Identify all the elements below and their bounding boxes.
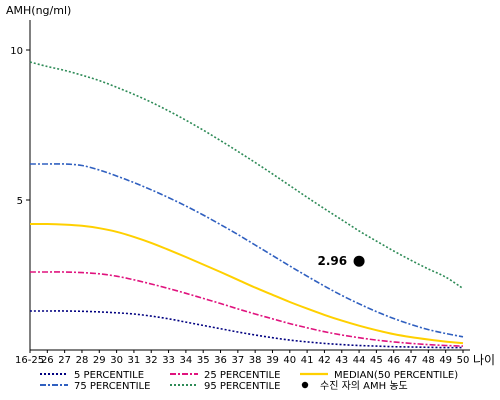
- x-tick-label: 26: [41, 355, 54, 366]
- series-line-0: [30, 310, 464, 349]
- legend-swatch-patient: [301, 381, 309, 389]
- series-line-2: [29, 222, 464, 345]
- x-tick-label: 39: [266, 355, 279, 366]
- x-axis-unit: 나이: [473, 353, 495, 367]
- y-tick-label: 10: [10, 46, 23, 57]
- x-tick-label: 37: [231, 355, 244, 366]
- series-line-3: [30, 163, 464, 338]
- legend-label-p5: 5 PERCENTILE: [74, 370, 144, 381]
- x-tick-label: 32: [145, 355, 158, 366]
- patient-amh-point: [353, 255, 365, 267]
- legend-label-patient: 수진 자의 AMH 농도: [320, 380, 408, 392]
- y-axis-label: AMH(ng/ml): [6, 4, 71, 17]
- patient-point-layer: 2.96: [317, 254, 365, 268]
- x-tick-label: 40: [283, 355, 296, 366]
- x-tick-label: 49: [439, 355, 452, 366]
- x-tick-label: 47: [405, 355, 418, 366]
- series-line-4: [29, 61, 464, 290]
- y-ticks: 5 10: [10, 46, 30, 207]
- x-tick-label: 43: [335, 355, 348, 366]
- patient-amh-value: 2.96: [317, 254, 347, 268]
- x-tick-label: 45: [370, 355, 383, 366]
- x-tick-label: 46: [387, 355, 400, 366]
- x-tick-label: 16-25: [15, 355, 44, 366]
- legend-label-p95: 95 PERCENTILE: [204, 381, 280, 392]
- series-lines: [29, 61, 464, 349]
- legend-label-median: MEDIAN(50 PERCENTILE): [334, 370, 458, 381]
- legend-label-p75: 75 PERCENTILE: [74, 381, 150, 392]
- x-tick-label: 50: [457, 355, 470, 366]
- x-tick-label: 36: [214, 355, 227, 366]
- x-tick-label: 30: [110, 355, 123, 366]
- series-line-1: [30, 271, 464, 347]
- legend: 5 PERCENTILE 25 PERCENTILE MEDIAN(50 PERCE…: [40, 370, 458, 392]
- x-tick-label: 29: [93, 355, 106, 366]
- x-tick-label: 27: [58, 355, 71, 366]
- y-tick-label: 5: [17, 196, 23, 207]
- x-tick-label: 33: [162, 355, 175, 366]
- x-tick-label: 31: [128, 355, 141, 366]
- x-tick-label: 42: [318, 355, 331, 366]
- x-tick-label: 34: [180, 355, 193, 366]
- legend-label-p25: 25 PERCENTILE: [204, 370, 280, 381]
- x-tick-label: 44: [353, 355, 366, 366]
- x-tick-label: 28: [76, 355, 89, 366]
- x-tick-label: 41: [301, 355, 314, 366]
- x-tick-label: 48: [422, 355, 435, 366]
- x-tick-label: 35: [197, 355, 210, 366]
- x-tick-label: 38: [249, 355, 262, 366]
